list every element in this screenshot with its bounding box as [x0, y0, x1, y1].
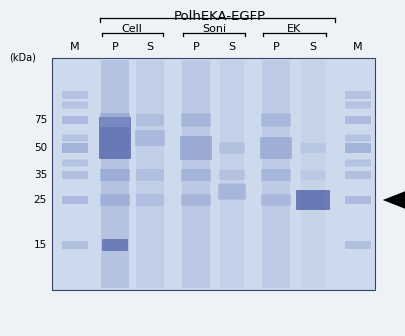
- Text: Soni: Soni: [202, 24, 226, 34]
- FancyBboxPatch shape: [345, 91, 371, 99]
- FancyBboxPatch shape: [62, 101, 88, 109]
- Text: M: M: [70, 42, 80, 52]
- FancyBboxPatch shape: [260, 137, 292, 159]
- Bar: [301, 60, 325, 288]
- Text: EK: EK: [287, 24, 301, 34]
- FancyBboxPatch shape: [181, 169, 211, 181]
- FancyBboxPatch shape: [345, 171, 371, 179]
- FancyBboxPatch shape: [345, 196, 371, 204]
- FancyBboxPatch shape: [62, 160, 88, 167]
- FancyBboxPatch shape: [261, 169, 291, 181]
- FancyBboxPatch shape: [345, 134, 371, 141]
- FancyBboxPatch shape: [136, 169, 164, 181]
- Bar: [52, 58, 375, 290]
- FancyBboxPatch shape: [100, 194, 130, 206]
- Text: S: S: [309, 42, 317, 52]
- FancyBboxPatch shape: [136, 114, 164, 126]
- FancyBboxPatch shape: [345, 241, 371, 249]
- FancyBboxPatch shape: [100, 169, 130, 181]
- Text: S: S: [147, 42, 153, 52]
- FancyBboxPatch shape: [219, 142, 245, 154]
- FancyBboxPatch shape: [261, 194, 291, 206]
- FancyBboxPatch shape: [296, 190, 330, 210]
- FancyBboxPatch shape: [345, 160, 371, 167]
- FancyBboxPatch shape: [62, 143, 88, 153]
- FancyBboxPatch shape: [345, 116, 371, 124]
- FancyBboxPatch shape: [300, 143, 326, 153]
- Text: 50: 50: [34, 143, 47, 153]
- FancyBboxPatch shape: [345, 101, 371, 109]
- FancyBboxPatch shape: [136, 194, 164, 206]
- Text: 75: 75: [34, 115, 47, 125]
- Text: P: P: [193, 42, 199, 52]
- Bar: [136, 60, 164, 288]
- Text: P: P: [273, 42, 279, 52]
- FancyBboxPatch shape: [62, 171, 88, 179]
- Text: M: M: [353, 42, 363, 52]
- Bar: [220, 60, 244, 288]
- FancyBboxPatch shape: [62, 116, 88, 124]
- Text: (kDa): (kDa): [9, 52, 36, 62]
- Text: PolhEKA-EGFP: PolhEKA-EGFP: [174, 10, 266, 23]
- Text: P: P: [112, 42, 118, 52]
- FancyBboxPatch shape: [135, 130, 165, 146]
- Text: 35: 35: [34, 170, 47, 180]
- FancyBboxPatch shape: [62, 134, 88, 141]
- FancyBboxPatch shape: [62, 91, 88, 99]
- FancyBboxPatch shape: [62, 241, 88, 249]
- Text: S: S: [228, 42, 236, 52]
- FancyBboxPatch shape: [180, 136, 212, 160]
- FancyBboxPatch shape: [218, 183, 246, 200]
- FancyBboxPatch shape: [345, 143, 371, 153]
- FancyBboxPatch shape: [102, 239, 128, 251]
- Text: 25: 25: [34, 195, 47, 205]
- Bar: [262, 60, 290, 288]
- FancyBboxPatch shape: [181, 114, 211, 126]
- FancyBboxPatch shape: [100, 113, 130, 127]
- Text: 15: 15: [34, 240, 47, 250]
- FancyBboxPatch shape: [99, 117, 131, 159]
- FancyBboxPatch shape: [219, 170, 245, 180]
- FancyBboxPatch shape: [300, 170, 326, 179]
- Text: Cell: Cell: [122, 24, 143, 34]
- Bar: [101, 60, 129, 288]
- FancyBboxPatch shape: [62, 196, 88, 204]
- Bar: [182, 60, 210, 288]
- FancyBboxPatch shape: [261, 114, 291, 126]
- FancyBboxPatch shape: [181, 194, 211, 206]
